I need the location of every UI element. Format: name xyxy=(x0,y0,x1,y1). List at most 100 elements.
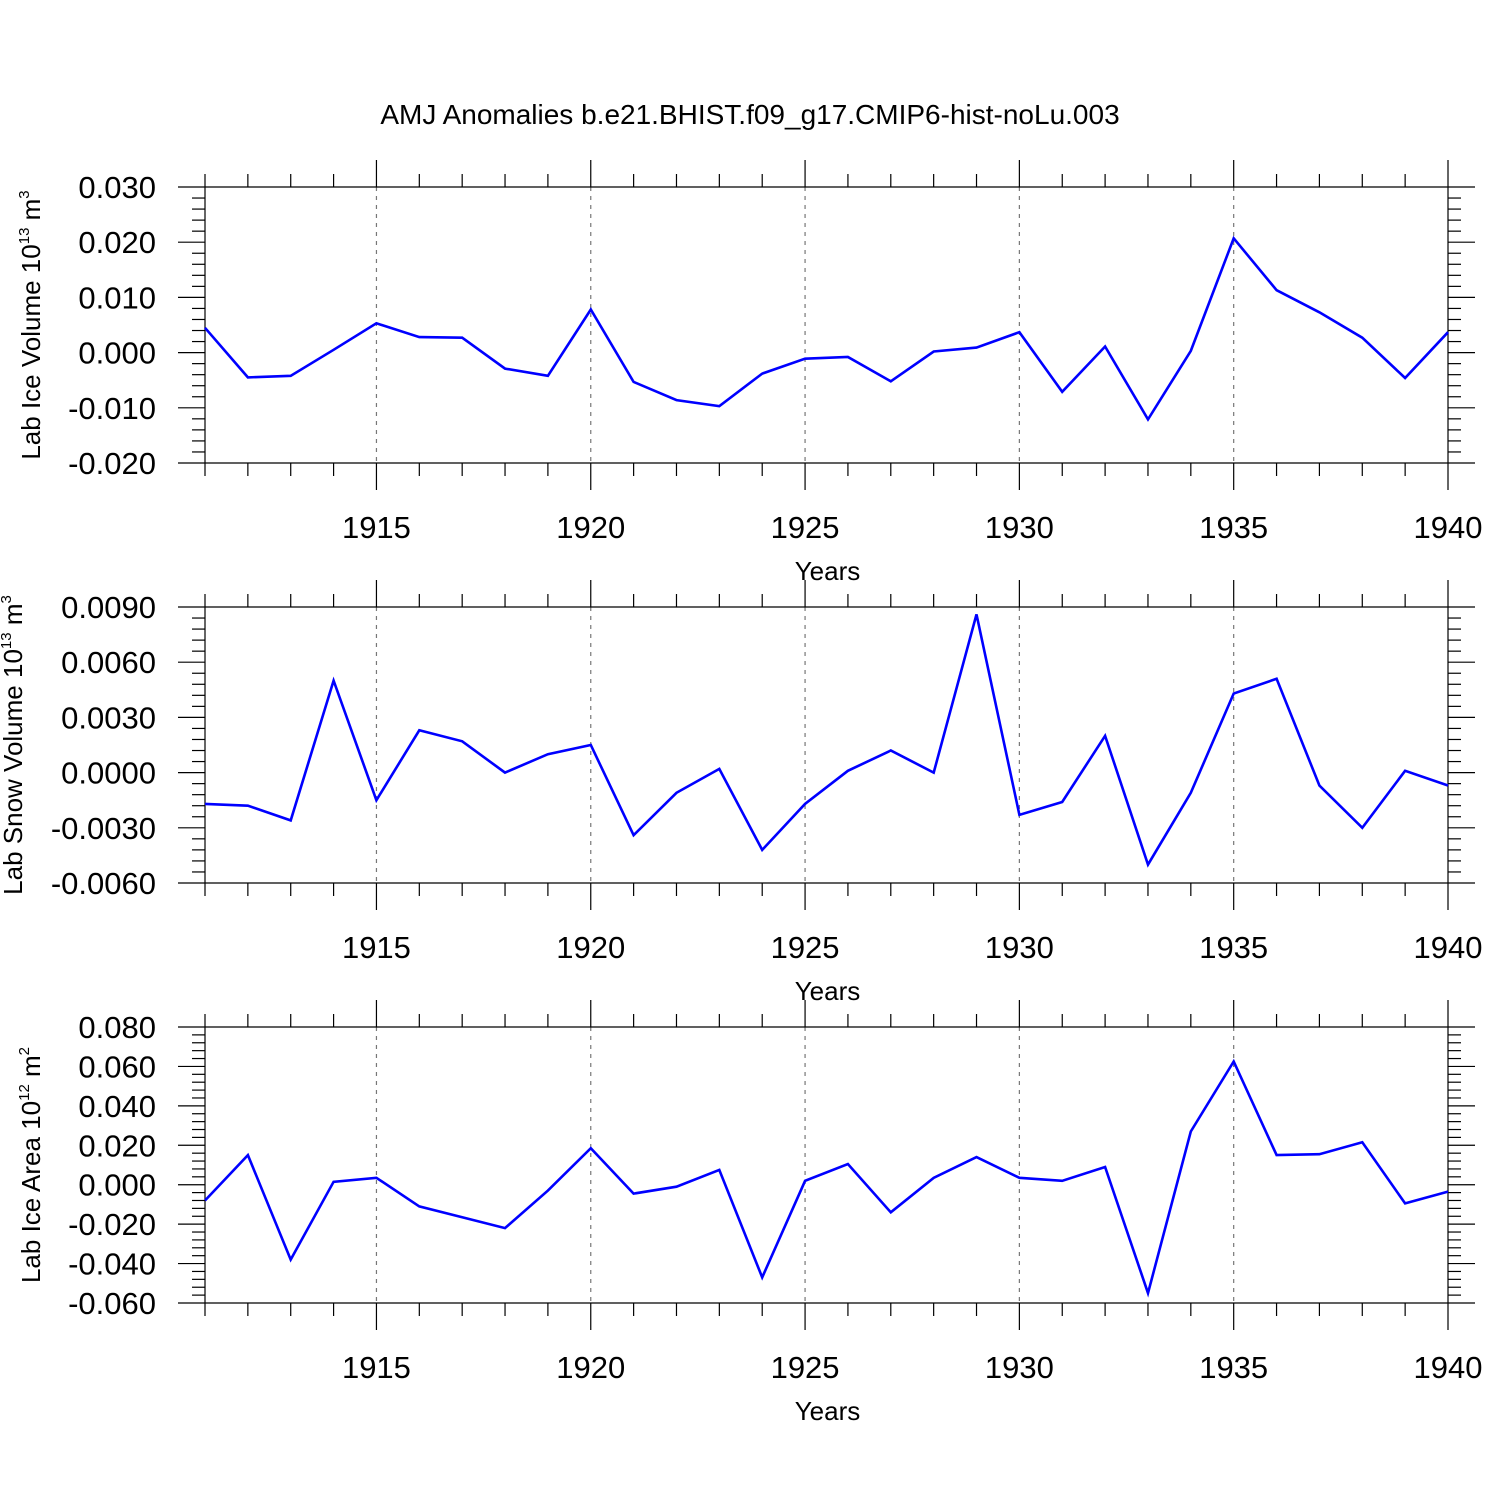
series-line xyxy=(204,1058,1449,1298)
data-point xyxy=(460,1215,464,1219)
data-point xyxy=(417,728,421,732)
data-point xyxy=(1275,677,1279,681)
y-axis-title: Lab Snow Volume 1013 m3 xyxy=(0,595,28,895)
data-point xyxy=(332,348,336,352)
data-point xyxy=(1403,769,1407,773)
panel-3: -0.060 -0.040 -0.020 0.000 0.020 0.040 0.060 0.… xyxy=(16,1000,1482,1426)
data-point xyxy=(503,771,507,775)
data-point xyxy=(1060,800,1064,804)
data-point xyxy=(674,398,678,402)
data-point xyxy=(717,1168,721,1172)
xtick-label: 1935 xyxy=(1199,1350,1268,1385)
data-point xyxy=(760,372,764,376)
data-point xyxy=(803,357,807,361)
xtick-label: 1925 xyxy=(771,1350,840,1385)
data-point xyxy=(1360,826,1364,830)
xtick-label: 1935 xyxy=(1199,510,1268,545)
data-point xyxy=(846,355,850,359)
data-point xyxy=(246,375,250,379)
data-point xyxy=(846,769,850,773)
data-point xyxy=(632,833,636,837)
data-point xyxy=(760,848,764,852)
xtick-label: 1930 xyxy=(985,1350,1054,1385)
data-point xyxy=(1189,791,1193,795)
data-point xyxy=(589,1146,593,1150)
ytick-label: -0.020 xyxy=(68,1207,156,1242)
ytick-label: -0.0060 xyxy=(51,866,156,901)
ytick-label: 0.000 xyxy=(78,1168,156,1203)
data-point xyxy=(1017,330,1021,334)
xtick-label: 1915 xyxy=(342,510,411,545)
x-axis-title: Years xyxy=(795,1396,861,1426)
xtick-label: 1940 xyxy=(1414,510,1483,545)
data-point xyxy=(889,379,893,383)
data-point xyxy=(332,679,336,683)
data-point xyxy=(546,752,550,756)
data-point xyxy=(975,1155,979,1159)
ytick-label: 0.0000 xyxy=(61,756,156,791)
data-point xyxy=(1403,1201,1407,1205)
data-point xyxy=(546,374,550,378)
data-point xyxy=(1146,1291,1150,1295)
data-point xyxy=(1446,330,1450,334)
data-point xyxy=(889,749,893,753)
xtick-label: 1920 xyxy=(556,930,625,965)
xtick-label: 1920 xyxy=(556,510,625,545)
data-point xyxy=(1232,691,1236,695)
data-point xyxy=(932,771,936,775)
data-point xyxy=(889,1210,893,1214)
xtick-label: 1915 xyxy=(342,930,411,965)
data-point xyxy=(332,1180,336,1184)
data-point xyxy=(632,1192,636,1196)
xtick-label: 1920 xyxy=(556,1350,625,1385)
ytick-label: 0.0090 xyxy=(61,590,156,625)
data-point xyxy=(374,1176,378,1180)
data-point xyxy=(1146,863,1150,867)
data-point xyxy=(1017,1176,1021,1180)
panel-2: -0.0060 -0.0030 0.0000 0.0030 0.0060 0.0090 19… xyxy=(0,580,1482,1006)
y-axis-title: Lab Ice Volume 1013 m3 xyxy=(16,190,46,459)
data-point xyxy=(1317,310,1321,314)
xtick-label: 1930 xyxy=(985,930,1054,965)
data-point xyxy=(1360,1140,1364,1144)
data-point xyxy=(546,1189,550,1193)
data-point xyxy=(289,374,293,378)
data-point xyxy=(374,798,378,802)
data-point xyxy=(1103,1165,1107,1169)
ytick-label: 0.020 xyxy=(78,225,156,260)
data-point xyxy=(975,346,979,350)
ytick-label: -0.040 xyxy=(68,1247,156,1282)
ytick-label: 0.040 xyxy=(78,1089,156,1124)
xtick-label: 1930 xyxy=(985,510,1054,545)
chart-title: AMJ Anomalies b.e21.BHIST.f09_g17.CMIP6-… xyxy=(380,99,1119,130)
ytick-label: -0.020 xyxy=(68,446,156,481)
data-point xyxy=(503,367,507,371)
ytick-label: -0.060 xyxy=(68,1286,156,1321)
data-point xyxy=(589,743,593,747)
data-point xyxy=(674,1185,678,1189)
data-point xyxy=(1446,1190,1450,1194)
data-point xyxy=(246,1153,250,1157)
xtick-label: 1925 xyxy=(771,930,840,965)
data-point xyxy=(589,308,593,312)
data-point xyxy=(203,326,207,330)
y-axis-title: Lab Ice Area 1012 m2 xyxy=(16,1047,46,1283)
ytick-label: 0.0060 xyxy=(61,645,156,680)
data-point xyxy=(1360,336,1364,340)
data-point xyxy=(246,804,250,808)
data-point xyxy=(460,739,464,743)
data-point xyxy=(1189,349,1193,353)
data-point xyxy=(803,1179,807,1183)
data-point xyxy=(460,336,464,340)
series-line xyxy=(204,235,1449,422)
data-point xyxy=(417,335,421,339)
data-point xyxy=(846,1162,850,1166)
data-point xyxy=(975,612,979,616)
data-point xyxy=(760,1275,764,1279)
data-point xyxy=(289,1258,293,1262)
xtick-label: 1925 xyxy=(771,510,840,545)
data-point xyxy=(1060,1179,1064,1183)
ytick-label: -0.010 xyxy=(68,391,156,426)
data-point xyxy=(1232,1060,1236,1064)
